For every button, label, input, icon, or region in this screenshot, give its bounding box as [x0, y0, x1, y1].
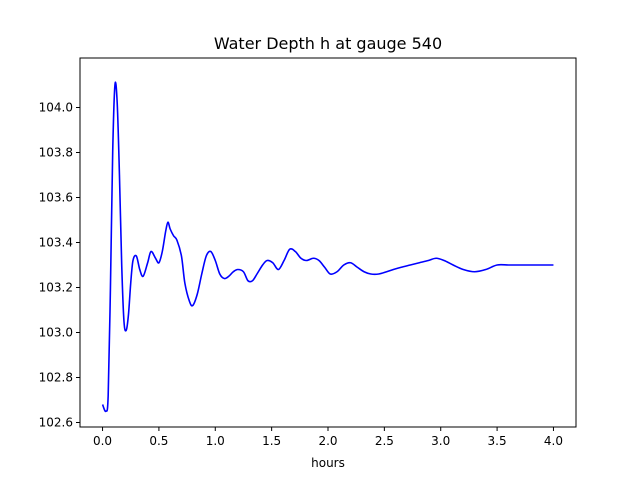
y-tick-label: 102.8 — [39, 371, 73, 385]
plot-frame — [79, 57, 577, 428]
y-axis-ticks: 102.6 102.8 103.0 103.2 103.4 103.6 103.8 104.0 — [39, 101, 80, 430]
y-tick-label: 103.6 — [39, 191, 73, 205]
x-tick-label: 4.0 — [544, 434, 563, 448]
x-tick-label: 2.0 — [318, 434, 337, 448]
plot-area — [79, 57, 577, 428]
chart-title: Water Depth h at gauge 540 — [214, 34, 442, 53]
x-tick-label: 3.0 — [431, 434, 450, 448]
x-tick-label: 0.0 — [93, 434, 112, 448]
y-tick-label: 104.0 — [39, 101, 73, 115]
x-tick-label: 1.5 — [262, 434, 281, 448]
x-tick-label: 0.5 — [149, 434, 168, 448]
y-tick-label: 103.0 — [39, 326, 73, 340]
y-tick-label: 103.2 — [39, 281, 73, 295]
y-tick-label: 102.6 — [39, 416, 73, 430]
x-axis-ticks: 0.0 0.5 1.0 1.5 2.0 2.5 3.0 3.5 4.0 — [93, 427, 563, 448]
y-tick-label: 103.4 — [39, 236, 73, 250]
x-axis-label: hours — [311, 456, 345, 470]
x-tick-label: 1.0 — [206, 434, 225, 448]
x-tick-label: 2.5 — [375, 434, 394, 448]
y-tick-label: 103.8 — [39, 146, 73, 160]
x-tick-label: 3.5 — [488, 434, 507, 448]
series-line-0 — [101, 81, 554, 413]
series-layer — [101, 81, 554, 413]
